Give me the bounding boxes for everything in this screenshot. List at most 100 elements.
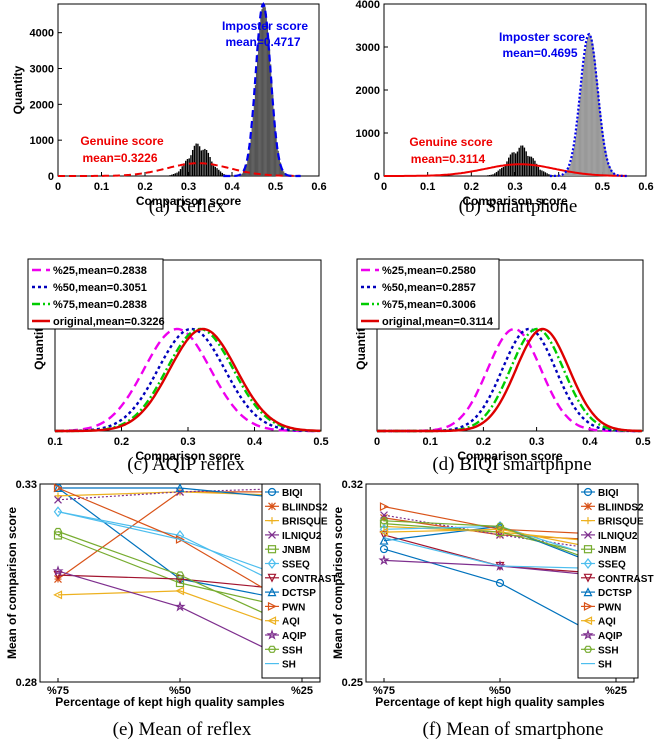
panel-caption: (d) BIQI smartphpne: [432, 454, 591, 475]
marker: [378, 554, 390, 566]
y-tick-label: 0.32: [342, 479, 363, 491]
imposter-bar: [266, 23, 268, 176]
imposter-bar: [587, 37, 589, 177]
y-axis-label: Mean of comparison score: [331, 507, 345, 659]
genuine-bar: [544, 172, 547, 176]
x-tick-label: 0.1: [94, 181, 109, 193]
series-line-group: [57, 511, 303, 584]
genuine-bar: [212, 165, 215, 176]
marker: [268, 517, 276, 525]
x-tick-label: 0.5: [595, 181, 610, 193]
genuine-bar: [197, 143, 199, 176]
imposter-bar: [265, 13, 267, 177]
imposter-bar: [262, 4, 264, 177]
marker: [54, 492, 62, 500]
marker: [52, 565, 64, 576]
imposter-bar: [274, 121, 276, 176]
y-tick-label: 0: [48, 171, 54, 183]
y-tick-label: 0.33: [16, 479, 37, 491]
imposter-bar: [578, 108, 580, 176]
imposter-bar: [255, 69, 258, 176]
imposter-bar: [278, 157, 280, 176]
x-tick-label: 0.1: [420, 181, 435, 193]
x-tick-label: 0.4: [224, 181, 240, 193]
genuine-bar: [521, 145, 524, 176]
genuine-bar: [172, 174, 175, 176]
genuine-bar: [535, 163, 538, 176]
genuine-bar: [214, 166, 216, 176]
panel-smartphone-histogram: 0 0.1 0.2 0.3 0.4 0.5 0.6 0 1000 2000 3000 4000 Comp…: [356, 0, 654, 208]
marker: [583, 558, 593, 569]
x-tick-label: 0.5: [635, 436, 650, 448]
series-line: [383, 548, 617, 646]
marker: [267, 616, 277, 626]
legend-entry: %25,mean=0.2838: [53, 265, 147, 277]
imposter-bar: [258, 40, 260, 176]
genuine-bar: [221, 172, 223, 176]
legend-entry: ILNIQU2: [282, 531, 322, 542]
legend-entry: AQI: [282, 617, 300, 628]
genuine-bar: [527, 155, 529, 176]
density-curve: [55, 327, 321, 433]
imposter-bar: [280, 166, 283, 176]
panel-caption: (f) Mean of smartphone: [423, 719, 604, 740]
marker: [583, 487, 593, 497]
imposter-bar: [584, 49, 587, 176]
genuine-bar: [178, 171, 180, 176]
marker: [583, 645, 593, 653]
imposter-bar: [600, 113, 602, 176]
x-tick-label: 0.4: [582, 436, 598, 448]
x-tick-label: %75: [47, 685, 69, 697]
imposter-bar: [246, 163, 248, 176]
series-line: [383, 537, 617, 570]
genuine-bar: [211, 161, 213, 176]
imposter-bar: [606, 157, 608, 176]
marker: [379, 519, 389, 528]
imposter-bar: [611, 170, 613, 176]
y-axis-label: Mean of comparison score: [5, 507, 19, 659]
density-curve: [377, 327, 642, 433]
legend-entry: %25,mean=0.2580: [382, 265, 476, 277]
marker: [495, 522, 505, 531]
imposter-bar: [599, 102, 601, 176]
series-line: [57, 570, 303, 667]
legend-entry: SSH: [598, 645, 619, 656]
score-annotation: Imposter score: [222, 19, 308, 33]
genuine-bar: [487, 175, 489, 176]
marker: [583, 545, 593, 554]
marker: [379, 535, 389, 545]
imposter-bar: [609, 168, 612, 176]
x-tick-label: %25: [605, 685, 627, 697]
genuine-bar: [508, 157, 510, 176]
imposter-bar: [276, 142, 278, 176]
series-line: [58, 487, 303, 501]
genuine-bar: [504, 165, 506, 176]
x-tick-label: 0.3: [180, 436, 195, 448]
imposter-bar: [263, 4, 265, 177]
x-tick-label: 0.2: [464, 181, 479, 193]
genuine-bar: [499, 169, 501, 176]
legend-entry: SSH: [282, 645, 303, 656]
marker: [174, 600, 186, 612]
x-tick-label: %50: [489, 685, 511, 697]
genuine-bar: [181, 166, 183, 176]
legend-entry: DCTSP: [598, 588, 632, 599]
imposter-bar: [571, 155, 573, 176]
genuine-bar: [204, 148, 206, 176]
marker: [267, 587, 277, 597]
imposter-bar: [564, 173, 566, 176]
x-tick-label: 0.3: [181, 181, 196, 193]
panel-mean-reflex: %75 %50 %25 0.28 0.33 Percentage of kept high…: [5, 479, 338, 709]
marker: [175, 534, 185, 544]
x-tick-label: 0.3: [507, 181, 522, 193]
y-tick-label: 0: [374, 171, 380, 183]
imposter-bar: [581, 77, 583, 176]
imposter-bar: [247, 159, 249, 176]
imposter-bar: [582, 66, 584, 176]
genuine-bar: [198, 146, 201, 176]
imposter-bar: [283, 171, 285, 176]
genuine-bar: [502, 167, 505, 176]
imposter-bar: [593, 52, 595, 176]
genuine-bar: [492, 174, 494, 176]
marker: [53, 483, 63, 493]
